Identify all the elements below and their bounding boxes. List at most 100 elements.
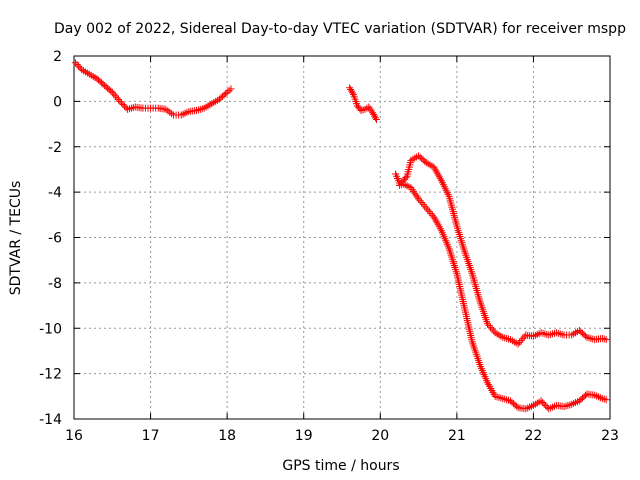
data-point-marker (516, 338, 524, 346)
data-point-marker (485, 322, 493, 330)
data-point-marker (547, 330, 555, 338)
data-point-marker (487, 323, 495, 331)
data-point-marker (514, 340, 522, 348)
y-tick-label: -6 (48, 231, 62, 247)
data-point-marker (114, 96, 122, 104)
data-point-marker (517, 337, 525, 345)
data-point-marker (549, 403, 557, 411)
data-point-marker (552, 329, 560, 337)
series-arc-3 (392, 152, 610, 348)
data-point-marker (513, 402, 521, 410)
x-tick-label: 18 (218, 428, 236, 444)
data-point-marker (540, 400, 548, 408)
data-point-marker (558, 330, 566, 338)
data-point-marker (119, 101, 127, 109)
data-point-marker (562, 402, 570, 410)
data-point-marker (490, 327, 498, 335)
data-point-marker (416, 197, 424, 205)
y-axis-label: SDTVAR / TECUs (8, 181, 24, 296)
data-point-marker (425, 208, 433, 216)
data-point-marker (111, 92, 119, 100)
data-point-marker (554, 329, 562, 337)
data-point-marker (107, 87, 115, 95)
x-tick-label: 19 (295, 428, 313, 444)
data-point-marker (227, 85, 235, 93)
data-point-marker (585, 334, 593, 342)
series-arc-2 (346, 84, 380, 124)
data-point-marker (501, 395, 509, 403)
data-point-marker (113, 94, 121, 102)
data-point-marker (602, 396, 610, 404)
data-point-marker (117, 99, 125, 107)
data-point-marker (73, 61, 81, 69)
data-point-marker (495, 393, 503, 401)
y-tick-label: -14 (39, 412, 62, 428)
data-point-marker (349, 89, 357, 97)
data-point-marker (581, 391, 589, 399)
data-point-marker (194, 106, 202, 114)
data-point-marker (371, 112, 379, 120)
x-tick-label: 20 (371, 428, 389, 444)
x-axis-label: GPS time / hours (282, 458, 399, 474)
x-tick-label: 23 (601, 428, 619, 444)
y-tick-label: -8 (48, 276, 62, 292)
y-tick-label: -10 (39, 321, 62, 337)
data-point-marker (545, 331, 553, 339)
data-point-marker (560, 403, 568, 411)
data-point-marker (124, 105, 132, 113)
x-tick-label: 16 (65, 428, 83, 444)
data-point-marker (418, 199, 426, 207)
data-point-marker (541, 330, 549, 338)
data-point-marker (403, 182, 411, 190)
data-point-marker (421, 202, 429, 210)
data-point-marker (537, 397, 545, 405)
data-point-marker (519, 335, 527, 343)
data-point-marker (424, 206, 432, 214)
data-point-marker (75, 62, 83, 70)
data-point-marker (520, 333, 528, 341)
data-point-marker (76, 64, 84, 72)
data-point-marker (116, 97, 124, 105)
data-point-marker (427, 209, 435, 217)
data-point-marker (193, 106, 201, 114)
data-point-marker (108, 88, 116, 96)
data-point-marker (497, 394, 505, 402)
chart-title: Day 002 of 2022, Sidereal Day-to-day VTE… (54, 21, 626, 37)
data-point-marker (533, 330, 541, 338)
x-tick-label: 21 (448, 428, 466, 444)
data-point-marker (372, 116, 380, 124)
data-point-marker (127, 104, 135, 112)
data-point-marker (222, 90, 230, 98)
data-point-marker (600, 335, 608, 343)
data-points (72, 59, 610, 413)
grid-lines (74, 56, 610, 419)
data-point-marker (539, 329, 547, 337)
y-tick-label: -2 (48, 140, 62, 156)
data-point-marker (402, 174, 410, 182)
data-point-marker (488, 325, 496, 333)
data-point-marker (556, 330, 564, 338)
data-point-marker (428, 211, 436, 219)
y-tick-label: 0 (53, 94, 62, 110)
data-point-marker (539, 398, 547, 406)
data-point-marker (483, 320, 491, 328)
data-point-marker (121, 102, 129, 110)
x-tick-label: 22 (525, 428, 543, 444)
data-point-marker (499, 395, 507, 403)
data-point-marker (598, 334, 606, 342)
data-point-marker (415, 195, 423, 203)
x-tick-label: 17 (142, 428, 160, 444)
data-point-marker (110, 90, 118, 98)
data-point-marker (602, 336, 610, 344)
data-point-marker (372, 114, 379, 122)
series-arc-1 (72, 59, 235, 119)
data-point-marker (542, 402, 550, 410)
data-point-marker (549, 330, 557, 338)
data-point-marker (72, 59, 80, 67)
y-tick-label: -12 (39, 367, 62, 383)
data-point-marker (419, 200, 427, 208)
y-tick-label: -4 (48, 185, 62, 201)
data-point-marker (505, 396, 513, 404)
